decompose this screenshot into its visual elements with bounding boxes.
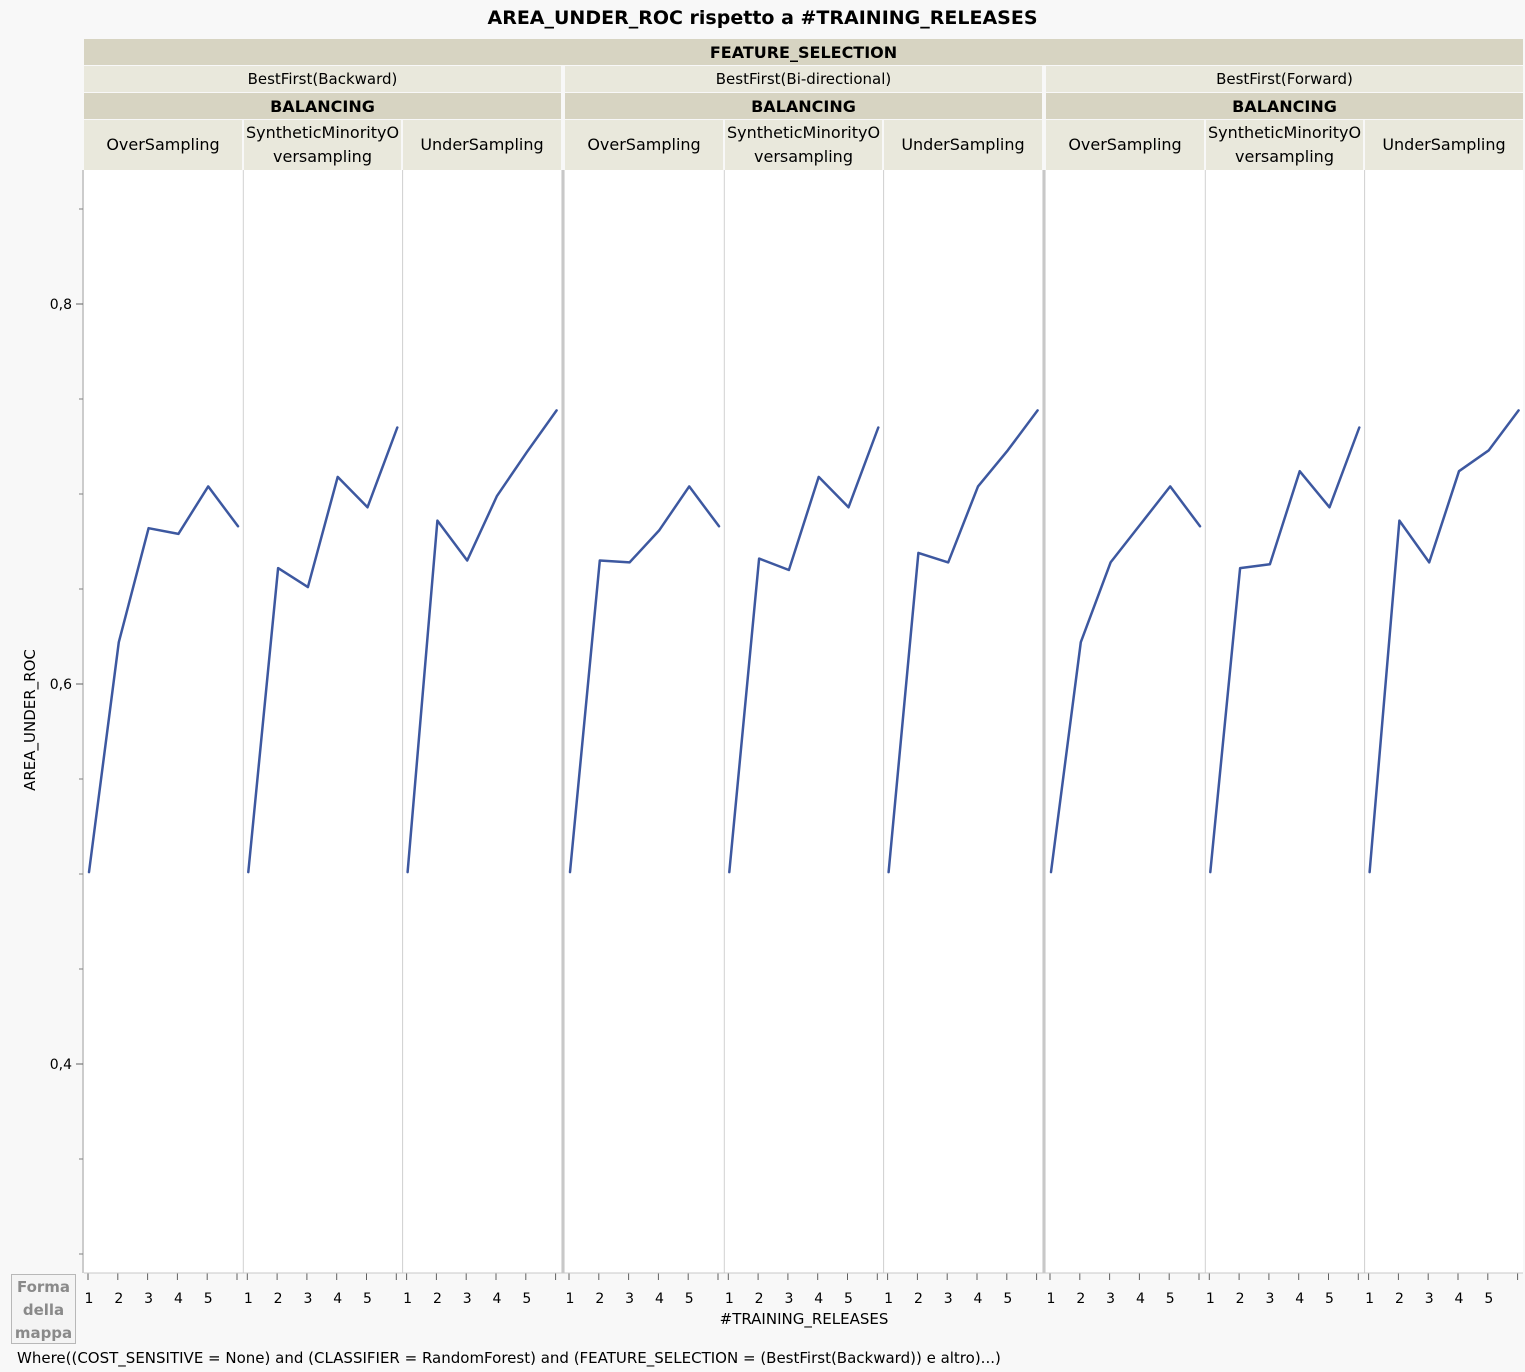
series-line — [87, 485, 240, 874]
series-line — [1368, 409, 1520, 874]
x-tick-label: 1 — [244, 1291, 253, 1307]
x-tick-label: 2 — [114, 1291, 123, 1307]
x-tick-label: 1 — [1365, 1291, 1374, 1307]
x-tick-label: 1 — [403, 1291, 412, 1307]
x-tick-label: 3 — [784, 1291, 793, 1307]
map-shape-line3: mappa — [14, 1324, 73, 1342]
panel-header-undersampling: UnderSampling — [884, 120, 1042, 170]
x-tick-label: 2 — [1076, 1291, 1085, 1307]
x-tick-label: 1 — [725, 1291, 734, 1307]
panel-header-smote: SyntheticMinorityO versampling — [725, 120, 882, 170]
x-tick-label: 3 — [463, 1291, 472, 1307]
panel-header-smote-line1: SyntheticMinorityO — [726, 123, 881, 142]
x-tick-label: 2 — [914, 1291, 923, 1307]
panel-header-smote-line2: versampling — [1235, 147, 1334, 166]
x-tick-label: 1 — [85, 1291, 94, 1307]
series-line — [728, 426, 880, 874]
series-line — [887, 409, 1039, 874]
y-tick-label: 0,6 — [50, 677, 72, 693]
x-tick-label: 4 — [333, 1291, 342, 1307]
x-tick-label: 1 — [1206, 1291, 1215, 1307]
x-tick-label: 2 — [433, 1291, 442, 1307]
panel-group-background — [1046, 170, 1523, 1273]
x-tick-label: 2 — [274, 1291, 283, 1307]
x-tick-label: 4 — [655, 1291, 664, 1307]
x-tick-label: 4 — [493, 1291, 502, 1307]
x-tick-label: 5 — [1003, 1291, 1012, 1307]
panel-header-oversampling: OverSampling — [84, 120, 242, 170]
x-tick-label: 3 — [303, 1291, 312, 1307]
panel-header-oversampling: OverSampling — [1046, 120, 1204, 170]
panel-header-smote-line2: versampling — [273, 147, 372, 166]
series-line — [1049, 485, 1202, 874]
x-tick-label: 2 — [595, 1291, 604, 1307]
panel-header-smote-line1: SyntheticMinorityO — [245, 123, 400, 142]
x-tick-label: 3 — [1265, 1291, 1274, 1307]
panel-header-undersampling: UnderSampling — [403, 120, 561, 170]
balancing-header-bidirectional: BALANCING — [565, 93, 1042, 119]
map-shape-button[interactable]: Forma della mappa — [11, 1274, 76, 1344]
series-line — [1209, 426, 1361, 874]
panel-header-smote-line2: versampling — [754, 147, 853, 166]
x-tick-label: 3 — [625, 1291, 634, 1307]
x-tick-label: 5 — [844, 1291, 853, 1307]
x-axis-label: #TRAINING_RELEASES — [719, 1310, 889, 1328]
x-tick-label: 4 — [814, 1291, 823, 1307]
panel-group-background — [84, 170, 561, 1273]
map-shape-line2: della — [22, 1301, 65, 1319]
x-tick-label: 2 — [1395, 1291, 1404, 1307]
x-tick-label: 5 — [1325, 1291, 1334, 1307]
x-tick-label: 3 — [1425, 1291, 1434, 1307]
x-tick-label: 4 — [974, 1291, 983, 1307]
series-line — [406, 409, 558, 874]
chart-title: AREA_UNDER_ROC rispetto a #TRAINING_RELE… — [487, 7, 1038, 29]
group-header-backward: BestFirst(Backward) — [84, 66, 561, 92]
y-axis-label: AREA_UNDER_ROC — [21, 649, 39, 791]
x-tick-label: 3 — [944, 1291, 953, 1307]
panel-header-undersampling: UnderSampling — [1365, 120, 1523, 170]
x-tick-label: 1 — [884, 1291, 893, 1307]
series-line — [568, 485, 721, 874]
x-tick-label: 5 — [522, 1291, 531, 1307]
map-shape-line1: Forma — [16, 1278, 71, 1296]
balancing-header-backward: BALANCING — [84, 93, 561, 119]
x-tick-label: 1 — [566, 1291, 575, 1307]
panel-group-background — [565, 170, 1042, 1273]
x-tick-label: 5 — [363, 1291, 372, 1307]
feature-selection-header: FEATURE_SELECTION — [84, 39, 1523, 65]
y-tick-label: 0,4 — [50, 1057, 72, 1073]
x-tick-label: 1 — [1047, 1291, 1056, 1307]
x-tick-label: 3 — [1106, 1291, 1115, 1307]
series-line — [247, 426, 399, 874]
x-tick-label: 4 — [1295, 1291, 1304, 1307]
y-tick-label: 0,8 — [50, 297, 72, 313]
x-tick-label: 4 — [1136, 1291, 1145, 1307]
x-tick-label: 5 — [1166, 1291, 1175, 1307]
group-header-forward: BestFirst(Forward) — [1046, 66, 1523, 92]
panel-header-smote: SyntheticMinorityO versampling — [244, 120, 401, 170]
x-tick-label: 5 — [1484, 1291, 1493, 1307]
x-tick-label: 5 — [204, 1291, 213, 1307]
panel-header-oversampling: OverSampling — [565, 120, 723, 170]
x-tick-label: 4 — [174, 1291, 183, 1307]
where-clause: Where((COST_SENSITIVE = None) and (CLASS… — [17, 1349, 1001, 1367]
panel-header-smote: SyntheticMinorityO versampling — [1206, 120, 1363, 170]
x-tick-label: 2 — [755, 1291, 764, 1307]
panel-header-smote-line1: SyntheticMinorityO — [1207, 123, 1362, 142]
x-tick-label: 4 — [1455, 1291, 1464, 1307]
x-tick-label: 2 — [1236, 1291, 1245, 1307]
x-tick-label: 3 — [144, 1291, 153, 1307]
x-tick-label: 5 — [685, 1291, 694, 1307]
group-header-bidirectional: BestFirst(Bi-directional) — [565, 66, 1042, 92]
balancing-header-forward: BALANCING — [1046, 93, 1523, 119]
